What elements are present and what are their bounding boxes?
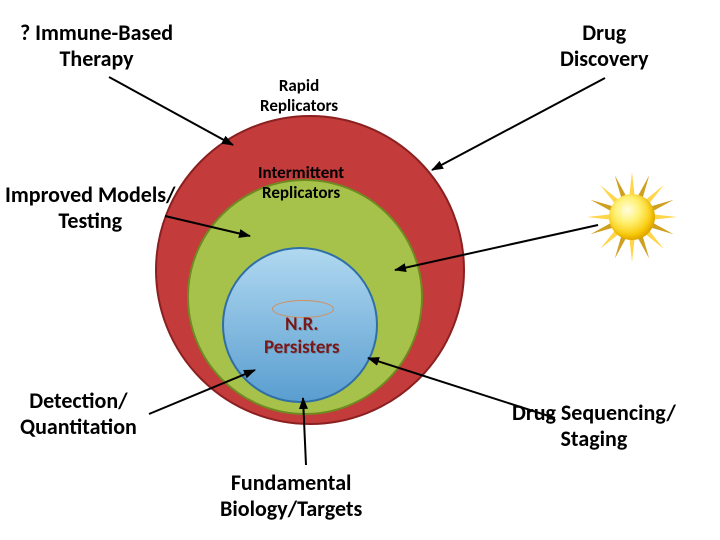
label-improved-models: Improved Models/ Testing [5,182,176,235]
text: Therapy [60,45,134,72]
label-intermittent-replicators: Intermittent Replicators [258,163,344,204]
text: Discovery [560,45,649,72]
text: Intermittent [258,162,344,183]
label-biology: Fundamental Biology/Targets [220,470,362,523]
label-persisters: N.R. Persisters [264,314,340,360]
sun-icon [587,172,677,262]
text: Detection/ [29,387,127,414]
text: Rapid [279,75,319,96]
text: Quantitation [20,413,137,440]
label-rapid-replicators: Rapid Replicators [260,76,338,117]
label-detection: Detection/ Quantitation [20,388,137,441]
label-drug-discovery: Drug Discovery [560,20,649,73]
text: Replicators [262,182,340,203]
label-sequencing: Drug Sequencing/ Staging [512,400,676,453]
label-immune-therapy: ? Immune-Based Therapy [20,20,173,73]
text: Drug [582,19,626,46]
arrow [432,78,605,170]
text: Testing [58,207,122,234]
text: Improved Models/ [5,181,176,208]
text: N.R. [285,313,318,336]
arrow [109,77,233,145]
text: Drug Sequencing/ [512,399,676,426]
text: Persisters [264,336,340,359]
text: ? Immune-Based [20,19,173,46]
text: Replicators [260,95,338,116]
text: Biology/Targets [220,495,362,522]
text: Fundamental [231,469,352,496]
text: Staging [561,425,628,452]
